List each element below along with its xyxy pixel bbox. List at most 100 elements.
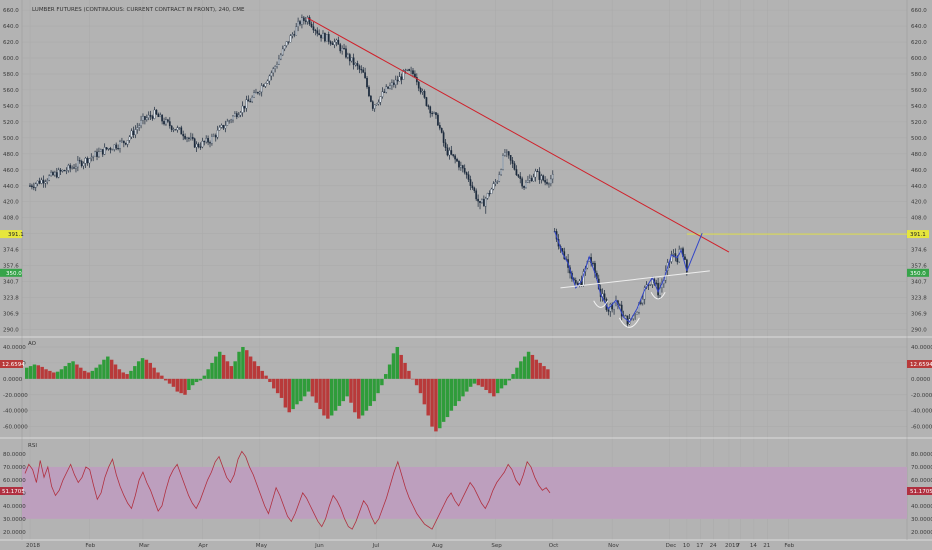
candle-body <box>427 105 430 107</box>
candle-body <box>433 112 435 114</box>
rsi-pane[interactable]: RSI 20.000030.000040.000050.000060.00007… <box>0 443 932 536</box>
candle-body <box>421 91 424 93</box>
ao-bar <box>322 378 326 416</box>
candle-body <box>228 120 231 122</box>
ao-bar <box>233 361 237 379</box>
candle-body <box>574 280 577 284</box>
candle-body <box>31 185 33 188</box>
ao-bar <box>237 351 241 379</box>
candle-body <box>163 121 165 125</box>
candle-body <box>86 158 89 164</box>
candle-body <box>538 171 541 180</box>
ao-bar <box>225 361 230 379</box>
candle-body <box>391 82 393 86</box>
candle-body <box>59 169 62 172</box>
time-axis-label: Aug <box>432 543 443 549</box>
candle-body <box>345 48 347 58</box>
candle-body <box>67 165 70 171</box>
resistance-tag-left <box>0 230 22 239</box>
candle-body <box>78 160 81 162</box>
ao-bar <box>314 378 318 403</box>
ao-bar <box>71 361 75 379</box>
ao-bar <box>221 354 226 379</box>
candle-body <box>270 72 273 77</box>
ao-bar <box>36 365 41 379</box>
ao-tick-label-right: -20.0000 <box>911 393 932 399</box>
ao-tick-label-left: -40.0000 <box>3 409 28 415</box>
candle-body <box>113 144 116 150</box>
candle-body <box>343 48 345 50</box>
candle-body <box>119 141 121 149</box>
candle-body <box>383 91 386 93</box>
candle-body <box>304 20 307 22</box>
ao-bar <box>341 378 346 402</box>
price-tick-label-left: 323.8 <box>3 296 19 302</box>
rsi-tick-label-right: 80.0000 <box>911 452 932 458</box>
candle-body <box>170 125 173 130</box>
rsi-tag-right-text: 51.1705 <box>910 489 932 495</box>
pattern-arc[interactable] <box>618 317 640 328</box>
candle-body <box>521 178 524 187</box>
ao-bar <box>109 359 114 379</box>
price-tick-label-right: 640.0 <box>911 24 927 30</box>
rsi-tick-label-right: 40.0000 <box>911 504 932 510</box>
price-tick-label-left: 500.0 <box>3 136 19 142</box>
candle-body <box>603 293 606 300</box>
candle-body <box>211 136 213 144</box>
ao-bar <box>488 378 492 394</box>
ao-bar <box>260 370 264 379</box>
candle-body <box>329 41 332 44</box>
ao-bar <box>113 364 118 379</box>
ao-bar <box>503 378 508 386</box>
candle-body <box>366 77 368 88</box>
ao-bar <box>156 372 160 379</box>
ao-bar <box>422 378 427 405</box>
candle-body <box>226 121 229 126</box>
candle-body <box>454 155 456 160</box>
candle-body <box>80 160 83 167</box>
ao-bar <box>94 367 98 379</box>
ao-bar <box>403 362 407 379</box>
candle-body <box>71 167 73 169</box>
price-tick-label-right: 460.0 <box>911 168 927 174</box>
candle-body <box>46 180 49 182</box>
time-axis[interactable]: 2018 Feb Mar Apr May Jun Jul Aug Sep Oct Nov Dec 10 1… <box>26 543 795 549</box>
candle-body <box>461 165 464 169</box>
neckline[interactable] <box>560 270 710 289</box>
candle-body <box>115 144 118 149</box>
candle-body <box>73 167 75 169</box>
ao-bar <box>67 362 71 379</box>
ao-tag-left <box>0 360 23 368</box>
candle-body <box>144 116 146 120</box>
candle-body <box>540 175 543 180</box>
price-axis-left[interactable]: 290.0306.9323.8340.7357.6374.6391.5408.0… <box>3 8 19 333</box>
rsi-label: RSI <box>28 443 37 449</box>
ao-tick-label-right: -40.0000 <box>911 409 932 415</box>
pattern-projection[interactable] <box>686 233 703 272</box>
pattern-arc[interactable] <box>650 291 666 300</box>
chart-title: LUMBER FUTURES (CONTINUOUS: CURRENT CONT… <box>32 7 245 13</box>
candle-body <box>548 183 550 185</box>
pattern-annotations[interactable] <box>307 17 730 328</box>
price-axis-right[interactable]: 290.0306.9323.8340.7357.6374.6391.5408.0… <box>911 8 927 333</box>
ao-pane[interactable]: AO -60.0000-40.0000-20.00000.000020.0000… <box>0 341 932 432</box>
candle-body <box>40 179 43 184</box>
candle-body <box>685 259 688 273</box>
candle-body <box>193 138 196 148</box>
candle-body <box>88 158 91 164</box>
ao-bar <box>526 351 531 379</box>
ao-bar <box>426 378 430 416</box>
rsi-tick-label-left: 80.0000 <box>3 452 26 458</box>
candle-body <box>281 48 284 56</box>
candle-body <box>52 172 54 176</box>
candle-body <box>247 99 250 102</box>
candle-body <box>640 302 642 304</box>
trendline[interactable] <box>307 17 730 253</box>
time-axis-label: Apr <box>198 543 208 549</box>
candle-body <box>325 34 328 42</box>
price-tick-label-right: 580.0 <box>911 72 927 78</box>
pattern-arc[interactable] <box>593 300 609 308</box>
price-pane[interactable]: LUMBER FUTURES (CONTINUOUS: CURRENT CONT… <box>0 7 929 334</box>
candle-body <box>320 34 322 39</box>
